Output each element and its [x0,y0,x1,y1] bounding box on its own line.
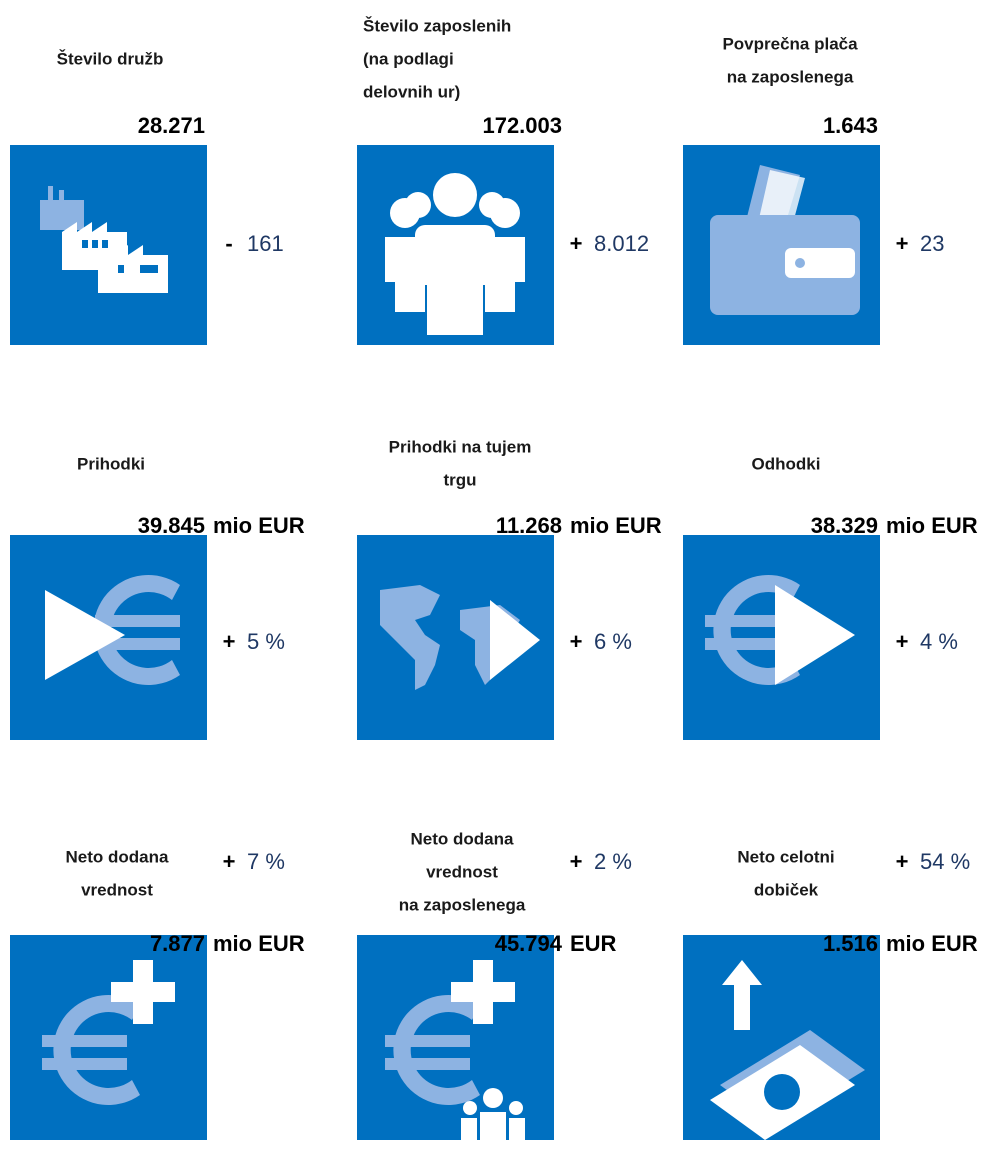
change-value: 2 % [594,849,632,874]
card-value: 1.643 [823,113,878,138]
card-value: 45.794 [495,931,563,956]
change-sign: + [896,231,909,256]
card-title: Prihodki [77,454,145,473]
change-sign: + [570,231,583,256]
card-title: vrednost [81,880,153,899]
card-title: Odhodki [752,454,821,473]
change-sign: - [225,231,232,256]
card-title: vrednost [426,862,498,881]
card-title: Povprečna plača [722,34,858,53]
change-value: 54 % [920,849,970,874]
card-title: Prihodki na tujem [389,437,532,456]
card-title: (na podlagi [363,49,454,68]
card-unit: mio EUR [213,513,305,538]
card-title: Neto celotni [737,847,834,866]
card-unit: EUR [570,931,617,956]
change-value: 161 [247,231,284,256]
card-title: Število zaposlenih [363,16,511,35]
card-title: trgu [443,470,476,489]
card-value: 38.329 [811,513,878,538]
card-unit: mio EUR [570,513,662,538]
card-title: dobiček [754,880,819,899]
card-value: 28.271 [138,113,205,138]
card-unit: mio EUR [886,931,978,956]
change-sign: + [223,629,236,654]
icon-profit [683,935,880,1140]
card-unit: mio EUR [213,931,305,956]
card-value: 172.003 [482,113,562,138]
change-sign: + [570,849,583,874]
icon-revenue [10,535,207,740]
icon-expenses [683,535,880,740]
change-value: 5 % [247,629,285,654]
change-sign: + [896,629,909,654]
card-title: Neto dodana [66,847,169,866]
card-title: Neto dodana [411,829,514,848]
change-value: 23 [920,231,944,256]
icon-companies [10,145,207,345]
card-value: 1.516 [823,931,878,956]
icon-wallet [683,145,880,345]
card-title: na zaposlenega [399,895,526,914]
card-title: Število družb [57,49,164,68]
icon-value-added-employee [357,935,554,1140]
change-sign: + [896,849,909,874]
change-sign: + [223,849,236,874]
change-value: 8.012 [594,231,649,256]
icon-world [357,535,554,740]
card-value: 7.877 [150,931,205,956]
card-title: na zaposlenega [727,67,854,86]
card-unit: mio EUR [886,513,978,538]
icon-value-added [10,935,207,1140]
icon-people [357,145,554,345]
card-value: 39.845 [138,513,205,538]
card-title: delovnih ur) [363,82,460,101]
change-value: 4 % [920,629,958,654]
change-value: 6 % [594,629,632,654]
card-value: 11.268 [496,513,562,538]
change-value: 7 % [247,849,285,874]
change-sign: + [570,629,583,654]
